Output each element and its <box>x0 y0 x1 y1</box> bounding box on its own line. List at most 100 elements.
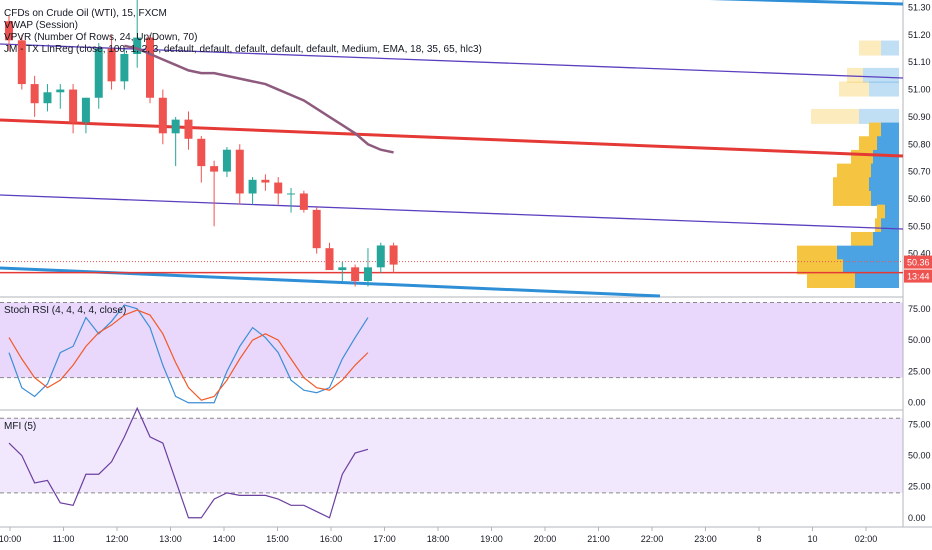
axes[interactable]: 51.30 51.20 51.10 51.00 50.90 50.80 50.70 50.60… <box>0 3 932 545</box>
candle-body <box>210 166 219 172</box>
volume-profile-down-bar <box>859 136 877 152</box>
candle-body <box>158 97 167 134</box>
candle-body <box>69 89 78 123</box>
volume-profile-up-bar <box>859 108 899 124</box>
price-tick-label: 50.60 <box>908 194 931 204</box>
stoch-rsi-d-line <box>8 309 369 401</box>
indicator-linreg-label[interactable]: JM - TX LinReg (close, 100, 1, 2, 3, def… <box>4 44 482 55</box>
indicator-bands <box>0 302 903 494</box>
mfi-title[interactable]: MFI (5) <box>4 421 37 432</box>
indicator-lines <box>8 44 394 519</box>
volume-profile-down-bar <box>811 108 859 124</box>
candle-body <box>351 267 360 281</box>
mfi-tick-label: 50.00 <box>908 451 931 461</box>
volume-profile-up-bar <box>837 245 899 261</box>
indicator-vwap-label[interactable]: VWAP (Session) <box>4 20 78 31</box>
volume-profile-up-bar <box>881 40 899 56</box>
candle-body <box>299 193 308 210</box>
volume-profile-down-bar <box>847 67 863 83</box>
time-tick-label: 10 <box>807 534 817 544</box>
stoch-rsi-band <box>0 302 903 378</box>
mfi-tick-label: 0.00 <box>908 513 926 523</box>
candle-body <box>274 182 283 194</box>
candles <box>5 0 398 287</box>
volume-profile-down-bar <box>797 259 843 275</box>
time-tick-label: 11:00 <box>53 534 75 544</box>
time-tick-label: 8 <box>756 534 761 544</box>
volume-profile-down-bar <box>837 163 871 179</box>
countdown-tag <box>904 269 932 283</box>
candle-body <box>312 209 321 249</box>
candle-body <box>325 248 334 271</box>
stoch-rsi-title[interactable]: Stoch RSI (4, 4, 4, 4, close) <box>4 305 127 316</box>
candle-body <box>222 149 231 172</box>
stoch-rsi-tick-label: 25.00 <box>908 366 931 376</box>
time-tick-label: 02:00 <box>855 534 878 544</box>
volume-profile-up-bar <box>881 218 899 234</box>
indicator-vpvr-label[interactable]: VPVR (Number Of Rows, 24, Up/Down, 70) <box>4 32 198 43</box>
price-tick-label: 50.40 <box>908 249 931 259</box>
volume-profile-up-bar <box>869 177 899 193</box>
volume-profile-down-bar <box>869 122 881 138</box>
time-tick-label: 16:00 <box>320 534 343 544</box>
time-tick-label: 21:00 <box>587 534 610 544</box>
candle-body <box>30 84 39 104</box>
time-tick-label: 17:00 <box>373 534 396 544</box>
stoch-rsi-legend: Stoch RSI (4, 4, 4, 4, close) <box>4 305 126 317</box>
candle-body <box>235 149 244 194</box>
time-tick-label: 23:00 <box>694 534 717 544</box>
volume-profile-down-bar <box>851 149 873 165</box>
volume-profile-down-bar <box>833 190 871 206</box>
stoch-rsi-tick-label: 0.00 <box>908 398 926 408</box>
candle-body <box>120 53 129 82</box>
volume-profile-up-bar <box>855 273 899 288</box>
price-tick-label: 50.70 <box>908 167 931 177</box>
volume-profile-down-bar <box>839 81 869 97</box>
volume-profile-up-bar <box>869 81 899 97</box>
volume-profile <box>797 40 899 288</box>
stoch-rsi-k-line <box>8 304 369 404</box>
candle-body <box>287 193 296 195</box>
volume-profile-down-bar <box>833 177 869 193</box>
time-tick-label: 10:00 <box>0 534 21 544</box>
regression-lower-purple <box>0 194 904 230</box>
volume-profile-up-bar <box>871 163 899 179</box>
volume-profile-up-bar <box>863 67 899 83</box>
candle-body <box>43 92 52 104</box>
mfi-tick-label: 25.00 <box>908 482 931 492</box>
candle-body <box>248 179 257 194</box>
candle-body <box>56 89 65 93</box>
volume-profile-down-bar <box>859 40 881 56</box>
vwap-line <box>124 44 394 154</box>
volume-profile-up-bar <box>873 231 899 247</box>
candle-body <box>81 97 90 123</box>
price-tick-label: 51.30 <box>908 3 931 13</box>
candle-body <box>389 245 398 265</box>
symbol-title[interactable]: CFDs on Crude Oil (WTI), 15, FXCM <box>4 8 167 19</box>
price-tick-label: 50.50 <box>908 221 931 231</box>
time-tick-label: 19:00 <box>480 534 503 544</box>
last-price-value: 50.36 <box>907 258 930 268</box>
last-price-tag <box>904 255 932 269</box>
time-tick-label: 13:00 <box>159 534 182 544</box>
candle-body <box>133 37 142 54</box>
candle-body <box>184 119 193 139</box>
candle-body <box>197 138 206 167</box>
time-tick-label: 22:00 <box>641 534 664 544</box>
price-tick-label: 51.00 <box>908 85 931 95</box>
regression-mid-red <box>0 118 904 158</box>
price-tick-label: 51.20 <box>908 30 931 40</box>
regression-upper-blue <box>709 0 904 6</box>
time-tick-label: 14:00 <box>213 534 236 544</box>
countdown-value: 13:44 <box>907 272 930 282</box>
volume-profile-down-bar <box>877 204 885 220</box>
mfi-line <box>8 406 369 519</box>
candle-body <box>261 179 270 183</box>
volume-profile-up-bar <box>881 122 899 138</box>
stoch-rsi-tick-label: 75.00 <box>908 304 931 314</box>
candle-body <box>338 267 347 271</box>
mfi-legend: MFI (5) <box>4 421 36 433</box>
volume-profile-down-bar <box>797 245 837 261</box>
mfi-tick-label: 75.00 <box>908 419 931 429</box>
